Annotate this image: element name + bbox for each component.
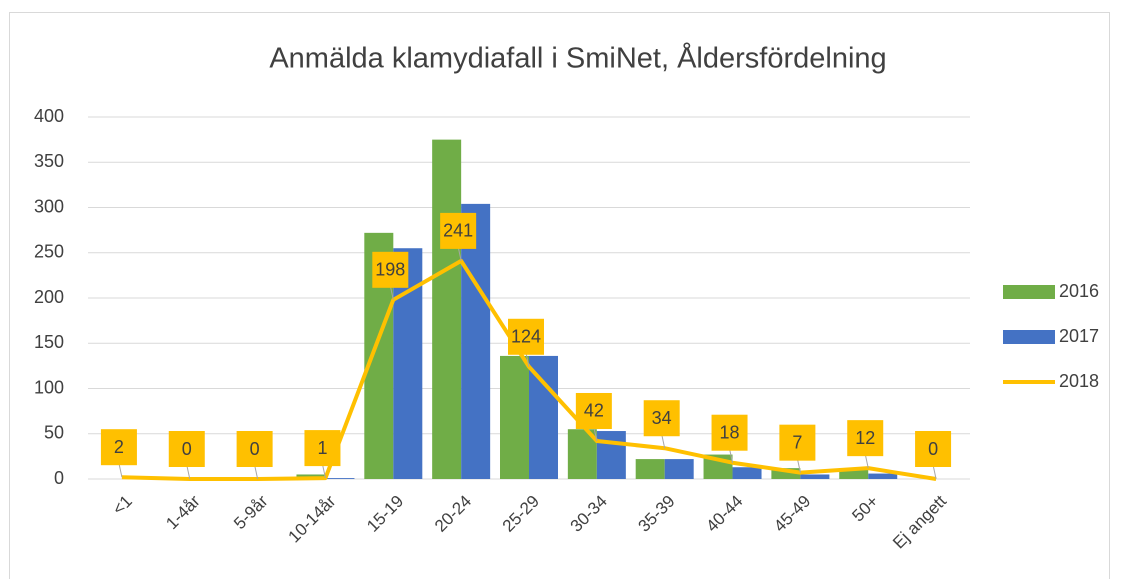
- bar: [529, 355, 558, 479]
- leader-line: [796, 458, 801, 473]
- bar: [500, 355, 529, 479]
- data-label: 2: [114, 437, 124, 457]
- data-label: 0: [928, 439, 938, 459]
- y-tick-label: 100: [34, 377, 64, 397]
- data-label: 12: [855, 428, 875, 448]
- data-label: 198: [375, 260, 405, 280]
- data-label-box: [100, 429, 137, 466]
- data-label: 124: [511, 327, 541, 347]
- leader-line: [661, 434, 666, 449]
- leader-line: [118, 463, 123, 478]
- data-label: 1: [317, 438, 327, 458]
- bar: [432, 139, 462, 479]
- legend-label: 2016: [1059, 281, 1099, 301]
- data-label: 7: [792, 432, 802, 452]
- leader-line: [525, 352, 530, 367]
- data-label-box: [168, 431, 205, 467]
- y-tick-label: 0: [54, 468, 64, 488]
- y-tick-label: 300: [34, 196, 64, 216]
- data-label-box: [915, 431, 952, 467]
- leader-line: [389, 285, 394, 300]
- data-label-box: [304, 430, 341, 467]
- bar: [325, 478, 355, 479]
- data-label-box: [779, 424, 816, 461]
- data-label: 42: [584, 401, 604, 421]
- leader-line: [729, 448, 734, 463]
- data-label-box: [711, 414, 748, 451]
- legend-label: 2018: [1059, 371, 1099, 391]
- data-label: 34: [652, 408, 672, 428]
- bar: [596, 431, 626, 479]
- bar: [868, 473, 898, 479]
- legend-label: 2017: [1059, 326, 1099, 346]
- data-label-box: [372, 251, 409, 288]
- bar: [771, 468, 801, 479]
- data-label-box: [847, 420, 884, 457]
- y-tick-label: 350: [34, 151, 64, 171]
- leader-line: [457, 246, 462, 261]
- leader-line: [321, 463, 326, 479]
- legend-swatch: [1003, 330, 1055, 344]
- bar: [839, 468, 869, 479]
- chart-title: Anmälda klamydiafall i SmiNet, Åldersför…: [269, 42, 886, 75]
- data-label-box: [440, 212, 477, 249]
- leader-line: [254, 464, 259, 480]
- bar: [635, 459, 665, 479]
- y-tick-label: 250: [34, 242, 64, 262]
- chart-frame: [9, 12, 1110, 583]
- leader-line: [864, 454, 869, 469]
- bar: [461, 203, 491, 479]
- y-tick-label: 50: [44, 423, 64, 443]
- y-tick-label: 150: [34, 332, 64, 352]
- legend-swatch: [1003, 285, 1055, 299]
- bar: [800, 474, 830, 479]
- data-label-box: [236, 431, 273, 467]
- data-label-box: [575, 392, 612, 429]
- y-tick-label: 200: [34, 287, 64, 307]
- bar: [664, 459, 694, 479]
- data-label: 241: [443, 221, 473, 241]
- y-tick-label: 400: [34, 106, 64, 126]
- data-label: 0: [250, 439, 260, 459]
- leader-line: [593, 426, 598, 442]
- leader-line: [186, 464, 191, 480]
- data-label-box: [508, 318, 544, 355]
- data-label: 18: [720, 422, 740, 442]
- data-label-box: [643, 400, 680, 437]
- data-label: 0: [182, 439, 192, 459]
- bar: [732, 467, 762, 479]
- leader-line: [932, 464, 937, 480]
